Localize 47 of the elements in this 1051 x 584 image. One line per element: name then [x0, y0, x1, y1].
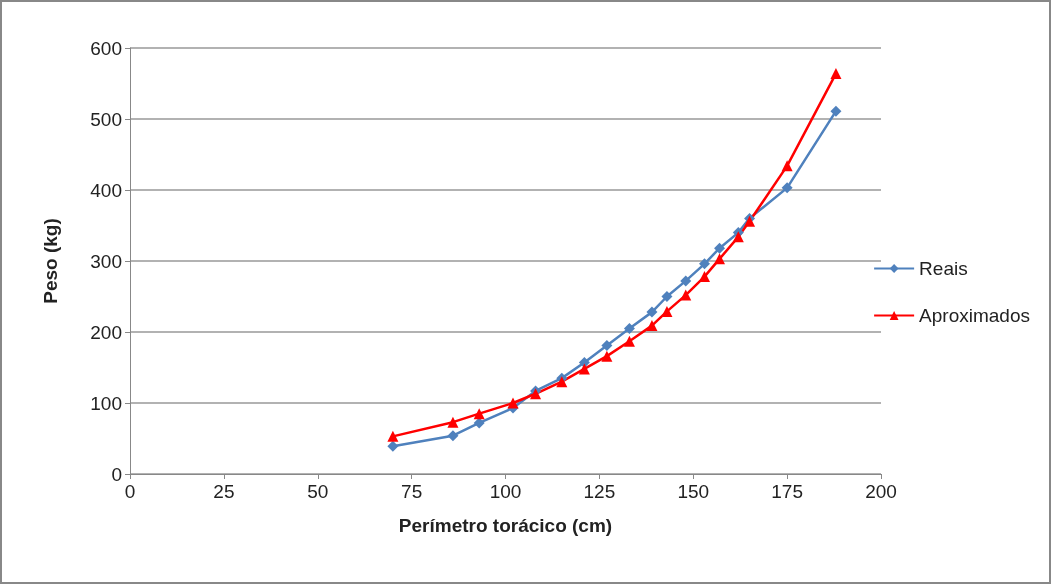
y-axis-title: Peso (kg) [40, 218, 61, 304]
y-tick-label: 0 [111, 463, 122, 485]
point [473, 408, 485, 420]
point [699, 258, 711, 270]
point [781, 160, 793, 172]
point [714, 253, 726, 265]
point [578, 363, 590, 375]
x-tick-label: 25 [213, 481, 235, 502]
point [699, 271, 711, 283]
point [646, 306, 658, 318]
legend-label: Reais [919, 258, 968, 279]
legend-label: Aproximados [919, 305, 1031, 326]
y-tick-label: 600 [90, 37, 122, 59]
x-tick-label: 0 [124, 481, 136, 502]
point [623, 322, 635, 334]
point [601, 339, 613, 351]
point [830, 105, 842, 117]
point [387, 440, 399, 452]
point [830, 68, 842, 80]
point [507, 397, 519, 409]
point [661, 291, 673, 302]
x-tick-label: 175 [771, 481, 803, 502]
point [601, 350, 613, 362]
y-tick-label: 100 [90, 392, 122, 414]
point [556, 376, 568, 388]
x-axis-title: Perímetro torácico (cm) [398, 515, 613, 536]
y-tick-label: 200 [90, 321, 122, 343]
point [732, 231, 744, 243]
point [387, 430, 399, 442]
point [680, 289, 692, 301]
y-tick-label: 400 [90, 179, 122, 201]
x-tick-label: 150 [677, 481, 710, 502]
x-tick-label: 75 [401, 481, 423, 502]
x-tick-label: 50 [307, 481, 329, 502]
point [447, 430, 459, 442]
point [447, 416, 459, 428]
y-tick-label: 500 [90, 108, 122, 130]
point [623, 335, 635, 347]
point [661, 305, 673, 317]
point [714, 242, 726, 254]
point [646, 320, 658, 332]
point [781, 182, 793, 194]
point [680, 275, 692, 287]
x-tick-label: 200 [865, 481, 897, 502]
x-tick-label: 125 [583, 481, 616, 502]
x-tick-label: 100 [489, 481, 522, 502]
y-tick-label: 300 [90, 250, 122, 272]
